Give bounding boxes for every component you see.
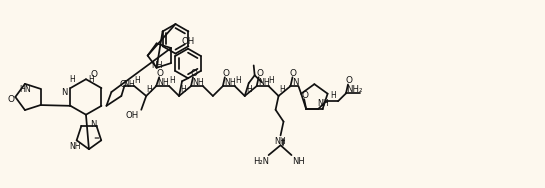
Text: H: H bbox=[235, 76, 241, 85]
Text: OH: OH bbox=[181, 37, 195, 46]
Text: H: H bbox=[88, 75, 94, 84]
Text: O: O bbox=[191, 69, 197, 78]
Text: NH: NH bbox=[124, 80, 135, 89]
Text: O: O bbox=[302, 91, 308, 100]
Text: NH: NH bbox=[69, 142, 81, 151]
Text: O: O bbox=[156, 69, 164, 78]
Text: H: H bbox=[246, 85, 252, 94]
Text: O: O bbox=[90, 70, 98, 79]
Text: =: = bbox=[93, 135, 99, 141]
Text: O: O bbox=[290, 69, 297, 78]
Text: H: H bbox=[269, 76, 275, 85]
Text: NH: NH bbox=[292, 158, 305, 167]
Text: H₂N: H₂N bbox=[253, 158, 269, 167]
Text: H: H bbox=[135, 76, 140, 85]
Text: N: N bbox=[61, 88, 67, 96]
Text: HN: HN bbox=[20, 85, 31, 94]
Text: H: H bbox=[69, 75, 75, 84]
Text: H: H bbox=[330, 91, 336, 100]
Text: OH: OH bbox=[125, 111, 138, 120]
Text: NH: NH bbox=[151, 61, 162, 70]
Text: O: O bbox=[8, 96, 15, 104]
Text: NH: NH bbox=[258, 78, 270, 87]
Text: H: H bbox=[169, 76, 175, 85]
Text: O: O bbox=[222, 69, 229, 78]
Text: NH: NH bbox=[158, 78, 169, 87]
Text: H: H bbox=[147, 85, 152, 94]
Text: N: N bbox=[90, 120, 96, 129]
Text: H: H bbox=[180, 85, 186, 94]
Text: H: H bbox=[280, 85, 286, 94]
Text: O: O bbox=[346, 76, 353, 85]
Text: O: O bbox=[120, 80, 127, 89]
Text: O: O bbox=[256, 69, 263, 78]
Text: N: N bbox=[292, 78, 299, 87]
Text: NH: NH bbox=[275, 137, 287, 146]
Text: NH: NH bbox=[224, 78, 235, 87]
Text: NH: NH bbox=[192, 78, 204, 87]
Text: NH₂: NH₂ bbox=[346, 85, 362, 94]
Text: NH: NH bbox=[317, 99, 329, 108]
